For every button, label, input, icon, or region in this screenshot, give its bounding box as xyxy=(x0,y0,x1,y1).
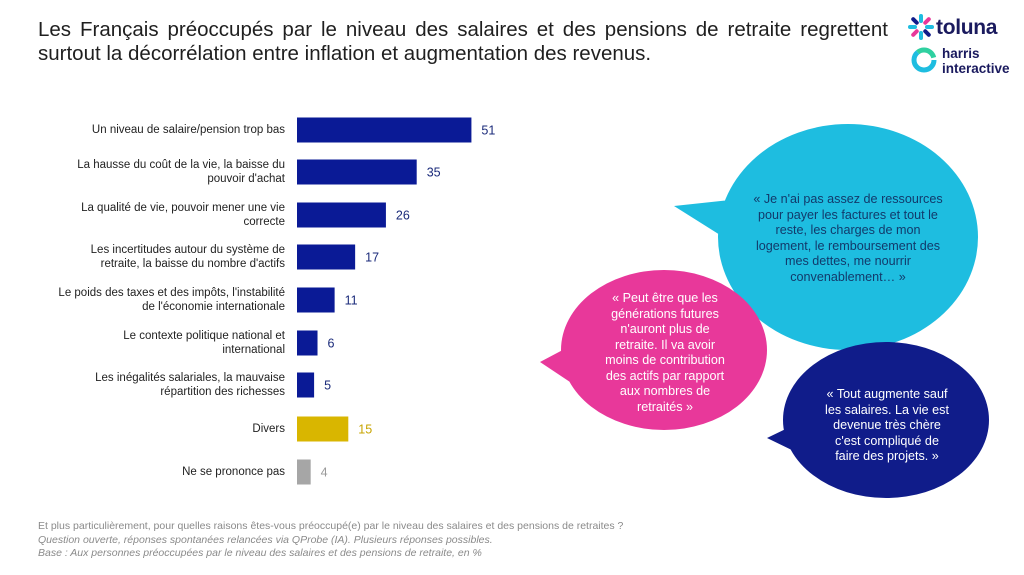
data-label-1: 35 xyxy=(427,166,441,180)
data-label-5: 6 xyxy=(328,337,335,351)
quote-line: des actifs par rapport xyxy=(605,368,725,383)
quote-line: « Je n'ai pas assez de ressources xyxy=(753,192,943,206)
quote-line: c'est compliqué de xyxy=(835,433,939,448)
category-label-line: correcte xyxy=(243,216,285,228)
bar-2 xyxy=(297,202,386,228)
category-label-4: Le poids des taxes et des impôts, l'inst… xyxy=(15,286,285,314)
logo-sub-line1: harris xyxy=(942,46,980,61)
footnote-method: Question ouverte, réponses spontanées re… xyxy=(38,533,493,546)
quote-line: « Peut être que les xyxy=(612,291,718,305)
quote-line: logement, le remboursement des xyxy=(755,238,941,253)
category-label-line: international xyxy=(222,344,285,356)
quote-bubble-navy xyxy=(767,342,989,498)
quote-line: convenablement… » xyxy=(790,269,906,284)
category-label-line: Ne se prononce pas xyxy=(182,466,285,478)
quote-line: retraite. Il va avoir xyxy=(614,337,716,352)
bar-6 xyxy=(297,372,315,398)
quote-line: « Tout augmente sauf xyxy=(826,387,948,401)
category-label-3: Les incertitudes autour du système de ret… xyxy=(15,243,285,271)
quote-line: reste, les charges de mon xyxy=(775,223,921,237)
toluna-harris-logo: toluna harris interactive xyxy=(908,12,1018,82)
data-label-3: 17 xyxy=(365,251,379,265)
category-label-line: Les inégalités salariales, la mauvaise xyxy=(95,372,285,384)
quote-line: générations futures xyxy=(611,306,719,321)
category-label-line: Le poids des taxes et des impôts, l'inst… xyxy=(58,287,285,299)
category-label-line: Divers xyxy=(252,423,285,435)
logo-subtitle: harris interactive xyxy=(942,46,1010,76)
category-label-line: Le contexte politique national et xyxy=(123,330,285,342)
data-label-4: 11 xyxy=(345,294,358,308)
bar-8 xyxy=(297,459,311,485)
quote-navy-text: « Tout augmente sauf les salaires. La vie… xyxy=(800,387,974,465)
category-label-line: de l'économie internationale xyxy=(142,301,285,313)
category-label-7: Divers xyxy=(15,422,285,436)
quote-line: moins de contribution xyxy=(605,353,725,367)
bars-layer: 51 35 26 17 11 6 5 15 4 xyxy=(297,117,495,485)
category-label-2: La qualité de vie, pouvoir mener une vie… xyxy=(15,201,285,229)
category-label-line: répartition des richesses xyxy=(160,386,285,398)
quote-line: devenue très chère xyxy=(833,418,941,432)
quote-bubble-magenta xyxy=(540,270,767,430)
quote-magenta-text: « Peut être que les générations futures n'… xyxy=(582,291,748,415)
category-label-line: Les incertitudes autour du système de xyxy=(90,244,285,256)
data-label-0: 51 xyxy=(481,124,495,138)
bar-5 xyxy=(297,330,318,356)
page-title: Les Français préoccupés par le niveau de… xyxy=(38,18,888,65)
data-label-2: 26 xyxy=(396,209,410,223)
category-label-6: Les inégalités salariales, la mauvaise ré… xyxy=(15,371,285,399)
footnote-base: Base : Aux personnes préoccupées par le … xyxy=(38,547,482,559)
category-label-line: La qualité de vie, pouvoir mener une vie xyxy=(81,202,285,214)
bar-0 xyxy=(297,117,472,143)
category-label-8: Ne se prononce pas xyxy=(15,465,285,479)
bar-7 xyxy=(297,416,349,442)
data-label-6: 5 xyxy=(324,379,331,393)
bar-chart: 51 35 26 17 11 6 5 15 4 xyxy=(297,117,989,498)
quote-cyan-text: « Je n'ai pas assez de ressources pour pa… xyxy=(732,192,964,285)
quote-line: les salaires. La vie est xyxy=(825,402,949,417)
footnote-question: Et plus particulièrement, pour quelles r… xyxy=(38,520,624,532)
quote-line: pour payer les factures et tout le xyxy=(758,207,938,222)
quote-bubble-cyan xyxy=(674,124,978,350)
bar-1 xyxy=(297,159,417,185)
toluna-star-icon xyxy=(908,14,934,40)
quote-line: retraités » xyxy=(637,399,693,414)
logo-brand: toluna xyxy=(936,16,998,39)
category-label-line: Un niveau de salaire/pension trop bas xyxy=(91,124,285,136)
category-label-0: Un niveau de salaire/pension trop bas xyxy=(15,123,285,137)
category-label-5: Le contexte politique national et interna… xyxy=(15,329,285,357)
harris-ring-icon xyxy=(911,47,937,73)
category-label-line: retraite, la baisse du nombre d'actifs xyxy=(100,258,285,270)
quote-line: n'auront plus de xyxy=(620,322,710,336)
logo-sub-line2: interactive xyxy=(942,61,1010,76)
category-label-line: La hausse du coût de la vie, la baisse d… xyxy=(77,159,285,171)
category-label-1: La hausse du coût de la vie, la baisse d… xyxy=(15,158,285,186)
quote-line: mes dettes, me nourrir xyxy=(785,254,911,268)
quote-line: faire des projets. » xyxy=(835,449,939,463)
bar-3 xyxy=(297,244,356,270)
category-label-line: pouvoir d'achat xyxy=(207,173,285,185)
data-label-7: 15 xyxy=(358,423,372,437)
quote-line: aux nombres de xyxy=(619,384,711,398)
bar-4 xyxy=(297,287,335,313)
data-label-8: 4 xyxy=(321,466,328,480)
footnote: Et plus particulièrement, pour quelles r… xyxy=(38,520,838,561)
